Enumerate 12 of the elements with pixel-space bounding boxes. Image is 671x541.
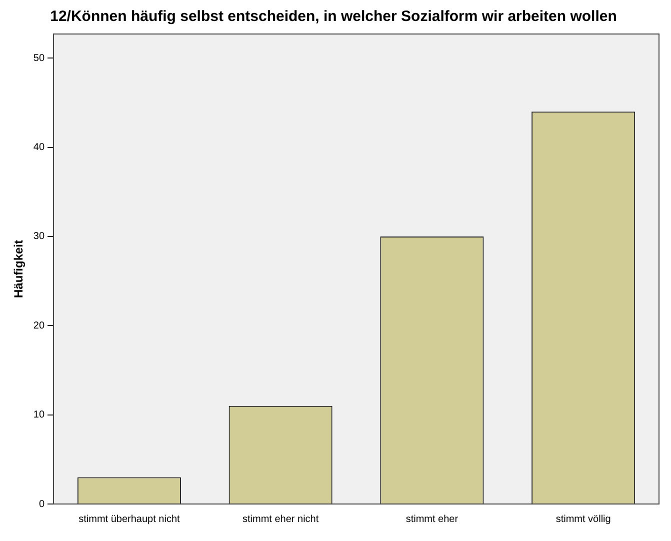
y-axis-title: Häufigkeit [12, 240, 26, 298]
chart-title: 12/Können häufig selbst entscheiden, in welcher Sozialform wir arbeiten wollen [50, 8, 617, 26]
x-tick-label: stimmt völlig [556, 514, 611, 525]
y-tick-label: 30 [33, 231, 45, 242]
y-tick-label: 50 [33, 52, 45, 64]
y-tick-label: 10 [33, 410, 45, 421]
y-tick-label: 40 [33, 142, 45, 154]
y-tick-label: 0 [38, 498, 45, 510]
x-tick-label: stimmt überhaupt nicht [78, 514, 180, 525]
x-tick-label: stimmt eher [406, 514, 459, 525]
x-tick-label: stimmt eher nicht [242, 514, 319, 525]
y-tick-label: 20 [33, 320, 45, 332]
